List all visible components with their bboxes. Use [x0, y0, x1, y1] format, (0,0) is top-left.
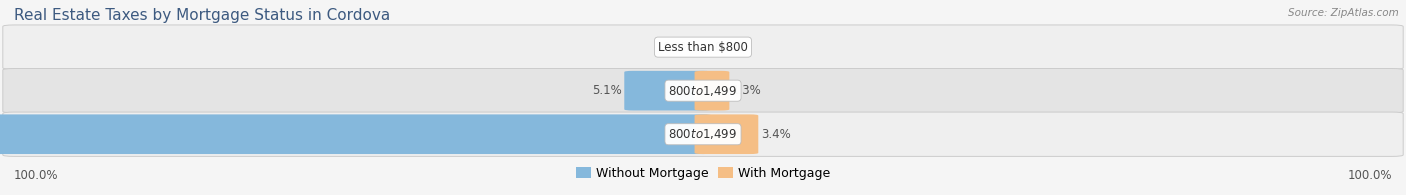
Text: Less than $800: Less than $800 [658, 41, 748, 54]
Text: 1.3%: 1.3% [733, 84, 762, 97]
FancyBboxPatch shape [3, 112, 1403, 156]
Text: $800 to $1,499: $800 to $1,499 [668, 84, 738, 98]
FancyBboxPatch shape [3, 68, 1403, 113]
FancyBboxPatch shape [0, 114, 711, 154]
FancyBboxPatch shape [624, 71, 711, 111]
FancyBboxPatch shape [695, 71, 730, 111]
Legend: Without Mortgage, With Mortgage: Without Mortgage, With Mortgage [571, 162, 835, 185]
Text: 3.4%: 3.4% [761, 128, 790, 141]
Text: 5.1%: 5.1% [592, 84, 621, 97]
Text: $800 to $1,499: $800 to $1,499 [668, 127, 738, 141]
FancyBboxPatch shape [3, 25, 1403, 69]
Text: Source: ZipAtlas.com: Source: ZipAtlas.com [1288, 8, 1399, 18]
FancyBboxPatch shape [695, 114, 758, 154]
Text: Real Estate Taxes by Mortgage Status in Cordova: Real Estate Taxes by Mortgage Status in … [14, 8, 391, 23]
Text: 0.0%: 0.0% [662, 41, 692, 54]
Text: 100.0%: 100.0% [1347, 169, 1392, 182]
Text: 100.0%: 100.0% [14, 169, 59, 182]
Text: 0.0%: 0.0% [714, 41, 744, 54]
